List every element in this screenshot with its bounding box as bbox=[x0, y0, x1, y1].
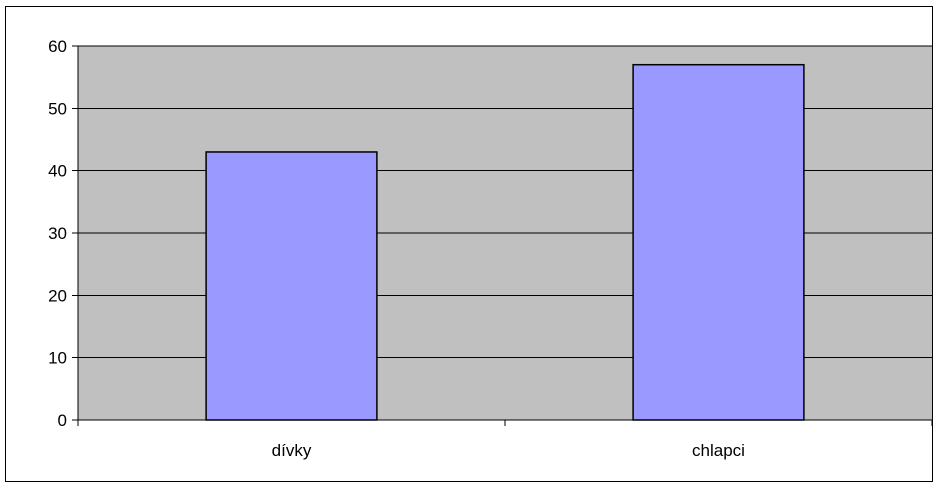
bar-1 bbox=[632, 63, 805, 421]
y-tick-label-0: 0 bbox=[58, 411, 67, 430]
bars bbox=[205, 63, 805, 421]
y-tick-label-50: 50 bbox=[48, 99, 67, 118]
axes bbox=[72, 45, 933, 426]
y-tick-label-30: 30 bbox=[48, 224, 67, 243]
y-tick-label-10: 10 bbox=[48, 349, 67, 368]
y-tick-label-60: 60 bbox=[48, 37, 67, 56]
y-tick-labels: 0 10 20 30 40 50 60 bbox=[48, 37, 67, 430]
bar-0 bbox=[205, 151, 378, 421]
x-tick-label-1: chlapci bbox=[692, 441, 745, 460]
y-tick-label-40: 40 bbox=[48, 162, 67, 181]
x-tick-labels: dívky chlapci bbox=[272, 441, 745, 460]
x-tick-label-0: dívky bbox=[272, 441, 312, 460]
y-tick-label-20: 20 bbox=[48, 286, 67, 305]
